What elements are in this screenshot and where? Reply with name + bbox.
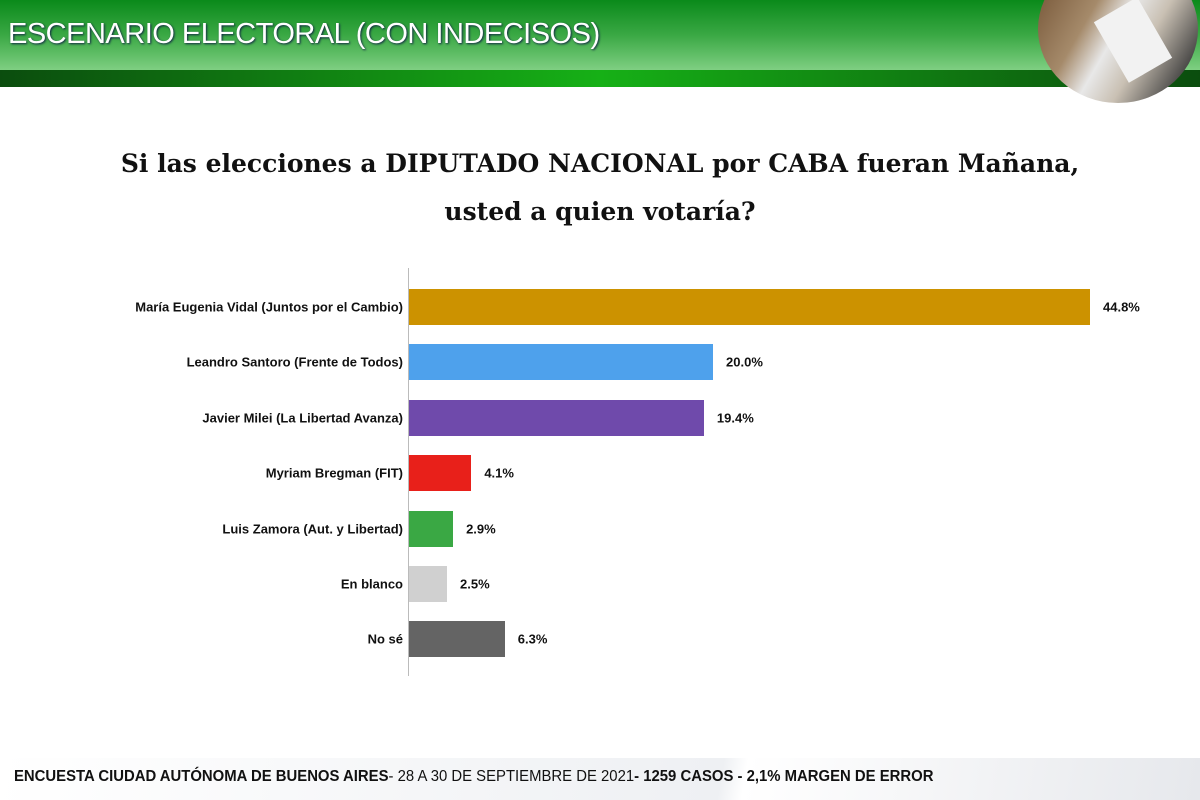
category-label: Luis Zamora (Aut. y Libertad) [222,521,403,537]
footer: ENCUESTA CIUDAD AUTÓNOMA DE BUENOS AIRES… [0,758,1200,800]
footer-text: ENCUESTA CIUDAD AUTÓNOMA DE BUENOS AIRES… [14,768,933,786]
bar [409,344,714,381]
category-label: En blanco [340,576,403,592]
data-label: 2.5% [460,576,490,592]
data-label: 20.0% [726,354,763,370]
bar [409,566,447,602]
ballot-box-photo [1038,0,1198,103]
data-label: 4.1% [484,465,514,481]
data-label: 44.8% [1103,299,1140,315]
category-label: Myriam Bregman (FIT) [265,465,403,481]
y-axis-line [408,268,409,676]
footer-dates: - 28 A 30 DE SEPTIEMBRE DE 2021 [388,768,635,785]
category-label: No sé [367,631,403,647]
category-label: María Eugenia Vidal (Juntos por el Cambi… [135,299,403,315]
category-label: Javier Milei (La Libertad Avanza) [202,410,403,426]
header-title: ESCENARIO ELECTORAL (CON INDECISOS) [8,18,600,50]
question-line-2: usted a quien votaría? [444,197,756,226]
header-banner [0,0,1200,70]
bar [409,510,454,547]
data-label: 2.9% [466,521,496,537]
bar [409,399,704,436]
bar [409,289,1090,325]
data-label: 19.4% [716,410,754,426]
category-label: Leandro Santoro (Frente de Todos) [186,354,403,370]
chart-title: Si las elecciones a DIPUTADO NACIONAL po… [0,140,1200,236]
question-line-1: Si las elecciones a DIPUTADO NACIONAL po… [120,149,1080,178]
header-band [0,70,1200,87]
data-label: 6.3% [517,631,548,647]
footer-survey: ENCUESTA CIUDAD AUTÓNOMA DE BUENOS AIRES [14,768,389,785]
bar [409,455,472,492]
footer-cases: - 1259 CASOS - 2,1% [634,768,781,785]
bar [409,621,505,658]
footer-margin: MARGEN DE ERROR [780,768,934,785]
